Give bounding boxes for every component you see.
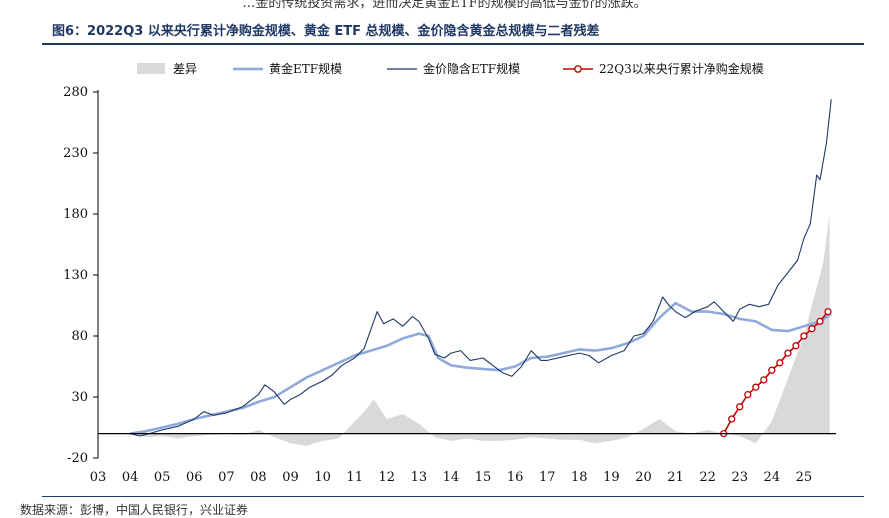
x-tick-label: 16 — [507, 470, 524, 485]
y-tick-label: 230 — [63, 146, 88, 161]
x-tick-label: 22 — [699, 470, 716, 485]
x-tick-label: 18 — [571, 470, 588, 485]
bottom-cut-text: 数据来源：彭博，中国人民银行，兴业证券 — [20, 503, 249, 517]
x-tick-label: 20 — [635, 470, 652, 485]
cb-purchase-point — [816, 317, 824, 326]
x-tick-label: 06 — [186, 470, 203, 485]
y-tick-label: 180 — [63, 207, 88, 222]
y-tick-label: 30 — [71, 390, 88, 405]
implied-etf-line — [129, 99, 832, 437]
cb-purchase-point — [808, 325, 816, 333]
y-tick-label: 280 — [63, 85, 88, 100]
legend-item: 金价隐含ETF规模 — [387, 61, 520, 76]
x-tick-label: 15 — [475, 470, 492, 485]
legend-item: 22Q3以来央行累计净购金规模 — [563, 61, 764, 76]
title-rule — [42, 43, 864, 45]
figure-title: 图6：2022Q3 以来央行累计净购金规模、黄金 ETF 总规模、金价隐含黄金总… — [52, 24, 600, 39]
x-tick-label: 19 — [603, 470, 620, 485]
x-tick-label: 23 — [731, 470, 748, 485]
x-tick-label: 09 — [282, 470, 299, 485]
gold-etf-line — [129, 301, 832, 435]
x-tick-label: 12 — [379, 470, 396, 485]
series-layer — [129, 99, 832, 446]
x-tick-label: 17 — [539, 470, 556, 485]
legend-marker-cb — [574, 65, 582, 73]
y-tick-label: 80 — [71, 329, 88, 344]
cb-purchase-point — [744, 390, 752, 399]
legend-item: 黄金ETF规模 — [233, 61, 342, 76]
legend-label: 差异 — [173, 62, 197, 76]
x-tick-label: 07 — [218, 470, 235, 485]
y-tick-label: -20 — [67, 451, 88, 466]
cb-purchase-point — [768, 366, 776, 374]
legend-label: 22Q3以来央行累计净购金规模 — [599, 61, 764, 76]
cb-purchase-point — [824, 307, 832, 316]
legend-item: 差异 — [137, 62, 197, 76]
x-tick-label: 08 — [250, 470, 267, 485]
x-tick-label: 04 — [122, 470, 139, 485]
legend-swatch-diff — [137, 63, 165, 74]
x-tick-label: 13 — [411, 470, 428, 485]
x-tick-label: 05 — [154, 470, 171, 485]
cb-purchase-point — [728, 415, 736, 423]
x-tick-label: 14 — [443, 470, 460, 485]
legend: 差异 黄金ETF规模 金价隐含ETF规模 22Q3以来央行累计净购金规模 — [137, 61, 764, 76]
cb-purchase-point — [760, 376, 768, 384]
cb-purchase-point — [800, 332, 808, 340]
cb-purchase-point — [784, 349, 792, 357]
x-tick-label: 03 — [90, 470, 107, 485]
x-tick-label: 21 — [667, 470, 684, 485]
cb-purchase-point — [792, 342, 800, 350]
y-tick-label: 130 — [63, 268, 88, 283]
diff-area — [130, 214, 830, 446]
x-tick-label: 25 — [796, 470, 813, 485]
x-tick-label: 11 — [346, 470, 363, 485]
top-cut-text: …金的传统投资需求，进而决定黄金ETF的规模的高低与金价的涨跌。 — [242, 0, 647, 11]
legend-label: 金价隐含ETF规模 — [423, 61, 520, 76]
bottom-rule — [42, 496, 864, 497]
x-tick-label: 24 — [764, 470, 781, 485]
cb-purchase-point — [752, 383, 760, 391]
legend-label: 黄金ETF规模 — [269, 61, 342, 76]
cb-purchase-point — [776, 359, 784, 367]
cb-purchase-point — [736, 403, 744, 411]
x-tick-label: 10 — [314, 470, 331, 485]
axis-layer: -20 30 80 130 180 230 280 03 04 05 06 07 08 09 10 11 12 1… — [63, 85, 812, 485]
